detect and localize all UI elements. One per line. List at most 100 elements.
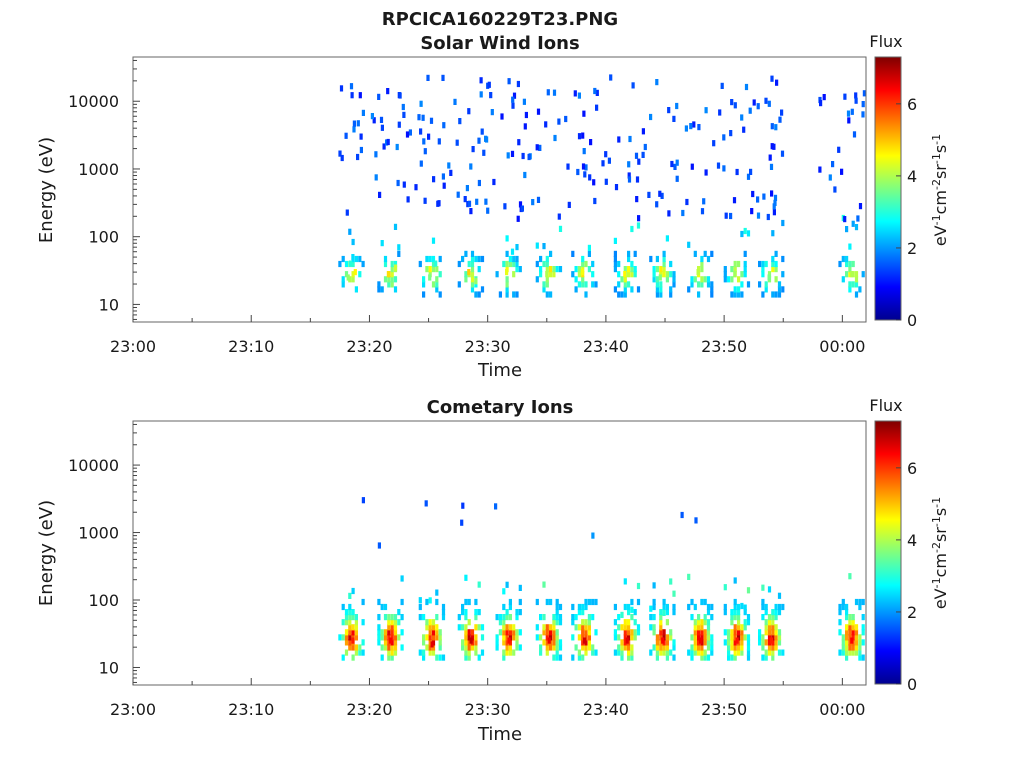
- colorbar-tick-label: 4: [907, 167, 917, 186]
- heatmap-cell: [854, 281, 859, 288]
- heatmap-cell: [861, 624, 865, 631]
- heatmap-cell: [393, 276, 398, 283]
- heatmap-cell: [498, 619, 502, 626]
- heatmap-cell: [693, 629, 697, 636]
- heatmap-cell: [400, 614, 404, 621]
- heatmap-cell: [430, 641, 434, 648]
- heatmap-cell: [470, 255, 475, 263]
- heatmap-cell: [474, 634, 478, 641]
- heatmap-cell: [487, 81, 491, 88]
- heatmap-cell: [845, 609, 849, 616]
- heatmap-cell: [584, 603, 588, 611]
- heatmap-cell: [502, 639, 506, 646]
- heatmap-cell: [756, 196, 760, 203]
- heatmap-cell: [848, 271, 852, 278]
- heatmap-cell: [474, 644, 478, 651]
- plot-frame: [132, 56, 867, 323]
- plot-frame: [132, 420, 867, 686]
- heatmap-cell: [861, 639, 865, 646]
- heatmap-cell: [584, 649, 588, 656]
- heatmap-cell: [594, 629, 598, 636]
- heatmap-cell: [383, 255, 388, 263]
- heatmap-cell: [372, 117, 376, 124]
- heatmap-cell: [574, 624, 578, 631]
- heatmap-cell: [587, 639, 591, 646]
- heatmap-cell: [431, 619, 436, 626]
- heatmap-cell: [502, 649, 506, 656]
- heatmap-cell: [588, 174, 592, 181]
- heatmap-cell: [723, 271, 727, 278]
- heatmap-cell: [581, 629, 585, 636]
- heatmap-cell: [474, 255, 478, 263]
- heatmap-cell: [383, 260, 388, 268]
- heatmap-cell: [466, 201, 470, 208]
- heatmap-cell: [740, 114, 744, 121]
- heatmap-cell: [557, 213, 561, 220]
- heatmap-cell: [665, 619, 669, 626]
- colorbar-unit-label: eV-1cm-2sr-1s-1: [930, 134, 951, 246]
- heatmap-cell: [390, 281, 394, 288]
- heatmap-cell: [665, 235, 669, 242]
- heatmap-cell: [393, 614, 398, 621]
- heatmap-cell: [851, 624, 855, 631]
- heatmap-cell: [542, 624, 546, 631]
- heatmap-cell: [623, 286, 627, 293]
- heatmap-cell: [344, 132, 348, 139]
- heatmap-cell: [432, 176, 436, 183]
- heatmap-cell: [348, 639, 352, 646]
- heatmap-cell: [435, 634, 439, 641]
- heatmap-cell: [502, 603, 506, 611]
- heatmap-cell: [438, 644, 442, 651]
- heatmap-cell: [438, 291, 442, 298]
- heatmap-cell: [467, 260, 471, 268]
- heatmap-cell: [672, 590, 676, 597]
- heatmap-cell: [594, 598, 598, 606]
- heatmap-cell: [348, 260, 353, 267]
- heatmap-cell: [630, 260, 634, 268]
- heatmap-cell: [851, 649, 855, 656]
- heatmap-cell: [735, 637, 739, 644]
- heatmap-cell: [697, 624, 701, 631]
- heatmap-cell: [474, 278, 478, 285]
- heatmap-cell: [740, 271, 744, 278]
- heatmap-cell: [393, 634, 398, 641]
- heatmap-cell: [613, 634, 617, 641]
- heatmap-cell: [552, 654, 556, 661]
- heatmap-cell: [387, 629, 391, 636]
- heatmap-cell: [854, 624, 859, 631]
- y-axis-label: Energy (eV): [36, 137, 57, 243]
- heatmap-cell: [627, 634, 631, 641]
- heatmap-cell: [771, 266, 775, 273]
- heatmap-cell: [480, 624, 485, 631]
- heatmap-cell: [471, 146, 475, 153]
- heatmap-cell: [652, 582, 656, 589]
- heatmap-cell: [535, 276, 539, 283]
- heatmap-cell: [341, 654, 345, 661]
- heatmap-cell: [672, 603, 676, 611]
- heatmap-cell: [584, 644, 588, 651]
- heatmap-cell: [393, 619, 398, 626]
- heatmap-cell: [740, 634, 744, 641]
- heatmap-cell: [549, 291, 553, 298]
- heatmap-cell: [613, 250, 617, 257]
- colorbar-tick-label: 6: [907, 95, 917, 114]
- heatmap-cell: [743, 624, 747, 631]
- heatmap-cell: [346, 274, 350, 281]
- heatmap-cell: [652, 266, 656, 273]
- heatmap-cell: [387, 639, 391, 646]
- heatmap-cell: [359, 146, 363, 154]
- heatmap-cell: [595, 104, 599, 111]
- heatmap-cell: [584, 624, 588, 631]
- heatmap-cell: [377, 624, 381, 631]
- heatmap-cell: [649, 649, 653, 656]
- panel-title: Cometary Ions: [427, 397, 574, 418]
- heatmap-cell: [761, 654, 765, 661]
- heatmap-cell: [539, 614, 543, 621]
- heatmap-cell: [479, 77, 483, 84]
- heatmap-cell: [764, 609, 768, 616]
- heatmap-cell: [390, 260, 394, 268]
- heatmap-cell: [693, 624, 697, 631]
- heatmap-cell: [655, 634, 659, 641]
- heatmap-cells: [338, 74, 866, 298]
- heatmap-cell: [659, 644, 663, 651]
